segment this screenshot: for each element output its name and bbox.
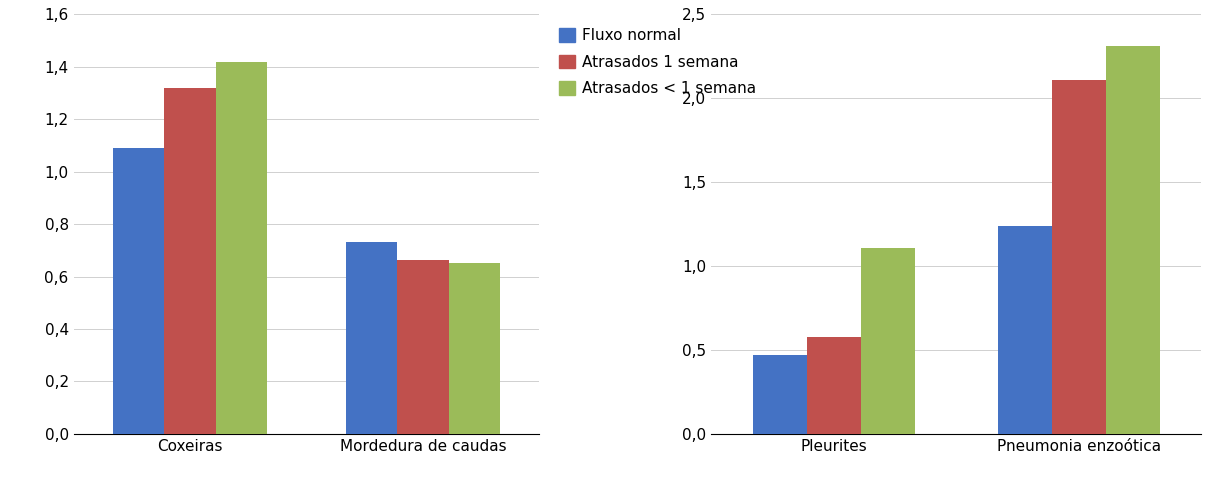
Bar [449, 264, 500, 434]
Bar [397, 259, 449, 434]
Bar [113, 148, 164, 434]
Bar [346, 242, 397, 434]
Bar [861, 248, 915, 434]
Bar [998, 226, 1052, 434]
Bar [164, 88, 216, 434]
Bar [1052, 80, 1106, 434]
Bar [216, 62, 267, 434]
Bar [807, 336, 861, 434]
Bar [1106, 46, 1160, 434]
Bar [753, 355, 807, 434]
Legend: Fluxo normal, Atrasados 1 semana, Atrasados < 1 semana: Fluxo normal, Atrasados 1 semana, Atrasa… [553, 22, 763, 103]
